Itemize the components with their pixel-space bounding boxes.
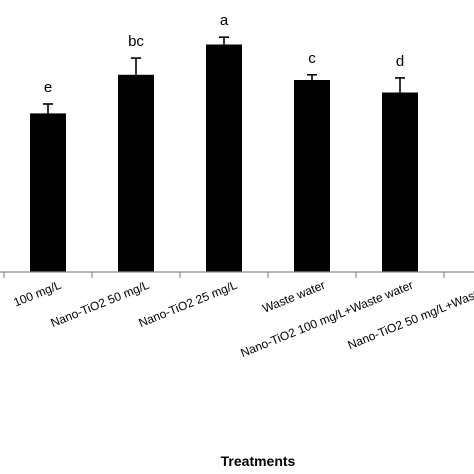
significance-letter: c	[308, 50, 316, 67]
error-bars-layer	[43, 36, 405, 114]
significance-letter: a	[220, 12, 229, 29]
bar	[294, 80, 330, 272]
x-tick-label: 100 mg/L	[11, 278, 63, 310]
bar	[118, 74, 154, 272]
bars-layer	[30, 44, 418, 273]
x-axis-title: Treatments	[221, 453, 296, 469]
bar	[206, 44, 242, 272]
x-tick-label: Nano-TiO2 50 mg/L	[49, 278, 152, 330]
significance-letters-layer: e bc a c d	[44, 12, 404, 96]
x-ticks-layer	[3, 272, 445, 278]
significance-letter: bc	[128, 33, 144, 50]
x-tick-label: Waste water	[260, 278, 327, 316]
bar	[382, 92, 418, 273]
bar	[30, 113, 66, 273]
significance-letter: e	[44, 79, 52, 96]
significance-letter: d	[396, 53, 404, 70]
x-tick-label: Nano-TiO2 25 mg/L	[137, 278, 240, 330]
